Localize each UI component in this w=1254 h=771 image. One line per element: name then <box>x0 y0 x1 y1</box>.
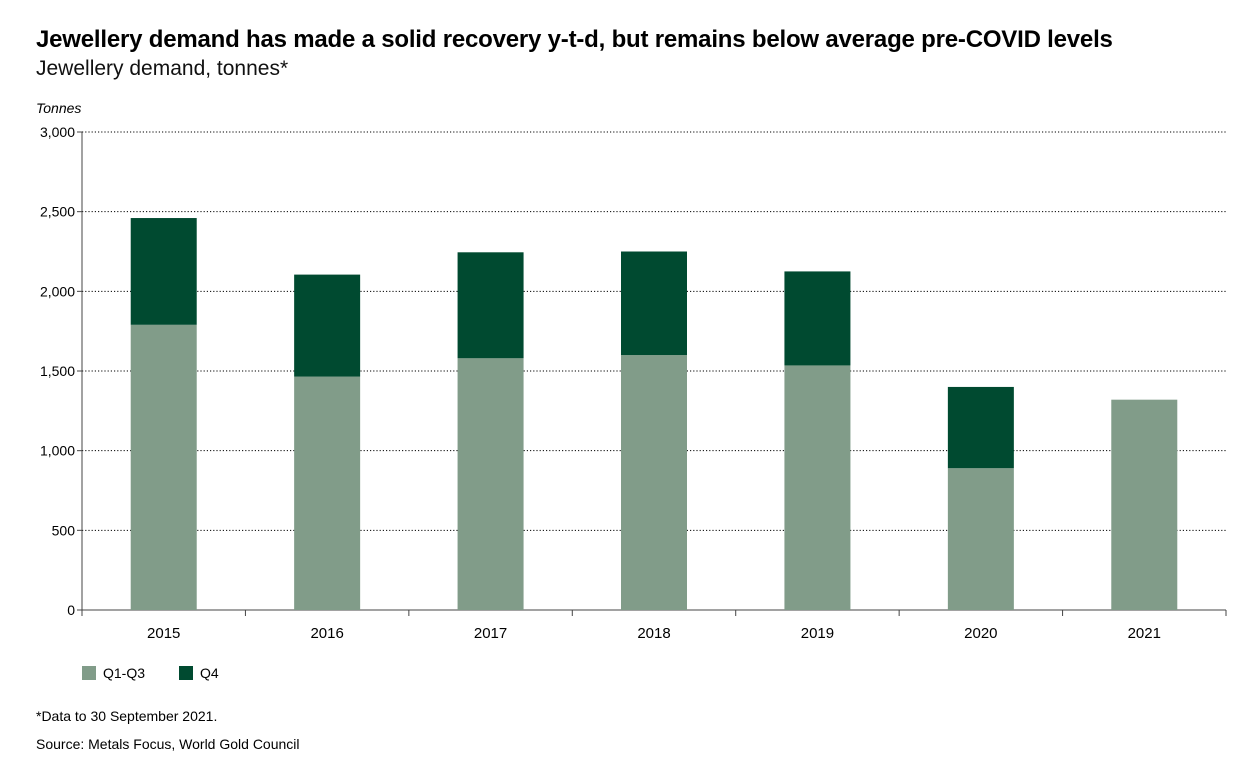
bar-2017-q4 <box>457 252 524 359</box>
legend-swatch-q1q3 <box>82 666 96 680</box>
chart-legend: Q1-Q3 Q4 <box>82 665 253 681</box>
y-tick-label: 2,500 <box>40 204 75 220</box>
legend-label-q4: Q4 <box>200 665 219 681</box>
bar-2015-q1q3 <box>130 324 197 610</box>
chart-subtitle: Jewellery demand, tonnes* <box>36 57 289 80</box>
y-tick-label: 3,000 <box>40 124 75 140</box>
bar-2019-q1q3 <box>784 365 851 610</box>
x-tick-label: 2021 <box>1128 625 1161 642</box>
bar-2015-q4 <box>130 218 197 325</box>
y-tick-label: 2,000 <box>40 283 75 299</box>
y-tick-label: 500 <box>52 522 76 538</box>
chart-title: Jewellery demand has made a solid recove… <box>36 26 1113 53</box>
x-tick-label: 2016 <box>310 625 343 642</box>
footnote: *Data to 30 September 2021. <box>36 708 218 724</box>
bar-2020-q4 <box>947 386 1014 469</box>
bar-2017-q1q3 <box>457 358 524 610</box>
bar-2016-q4 <box>294 274 361 377</box>
bar-2021-q1q3 <box>1111 399 1178 610</box>
y-axis-label: Tonnes <box>36 100 82 116</box>
bar-2020-q1q3 <box>947 468 1014 610</box>
y-tick-label: 1,500 <box>40 363 75 379</box>
legend-item-q4: Q4 <box>179 665 219 681</box>
bar-2018-q4 <box>621 251 687 356</box>
bar-2016-q1q3 <box>294 376 361 610</box>
x-tick-label: 2015 <box>147 625 180 642</box>
legend-item-q1q3: Q1-Q3 <box>82 665 145 681</box>
jewellery-demand-chart: 0 500 1,000 1,500 2,000 2,500 3,000 2015 2016 201… <box>40 124 1227 642</box>
legend-label-q1q3: Q1-Q3 <box>103 665 146 681</box>
y-tick-label: 0 <box>67 602 75 618</box>
source-note: Source: Metals Focus, World Gold Council <box>36 736 300 752</box>
legend-swatch-q4 <box>179 666 194 680</box>
x-tick-label: 2017 <box>474 625 507 642</box>
x-tick-label: 2018 <box>637 625 670 642</box>
bar-2018-q1q3 <box>621 355 687 610</box>
x-tick-label: 2020 <box>964 625 997 642</box>
bar-2019-q4 <box>784 271 851 366</box>
x-tick-label: 2019 <box>801 625 834 642</box>
y-tick-label: 1,000 <box>40 443 75 459</box>
